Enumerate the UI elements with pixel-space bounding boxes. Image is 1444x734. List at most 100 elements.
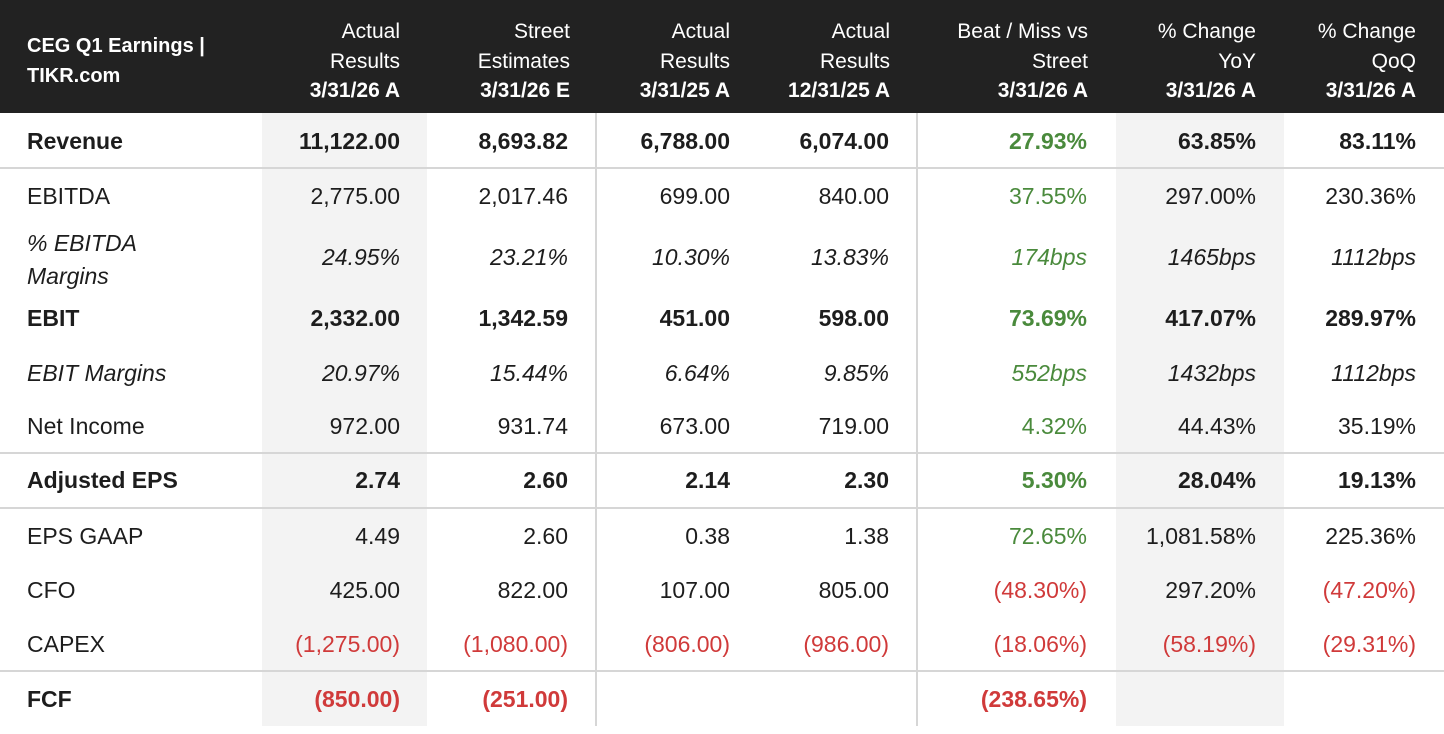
table-cell: 37.55% — [1008, 183, 1087, 209]
column-header-change-qoq: % Change QoQ 3/31/26 A — [1318, 17, 1416, 106]
table-cell: 1,081.58% — [1146, 523, 1256, 549]
table-cell: 552bps — [1011, 360, 1087, 386]
table-cell: 63.85% — [1177, 128, 1256, 154]
table-cell: 2.60 — [523, 523, 568, 549]
title-line-2: TIKR.com — [27, 65, 121, 87]
table-cell: (251.00) — [482, 686, 568, 712]
header-date: 3/31/26 A — [309, 79, 400, 102]
table-cell: 5.30% — [1021, 467, 1087, 493]
table-cell: 230.36% — [1325, 183, 1416, 209]
table-cell: 673.00 — [659, 413, 730, 439]
table-title: CEG Q1 Earnings | TIKR.com — [27, 31, 205, 91]
table-cell: 2.74 — [355, 467, 400, 493]
table-cell: 15.44% — [489, 360, 568, 386]
column-header-street-estimate: Street Estimates 3/31/26 E — [478, 17, 570, 106]
row-label: Net Income — [27, 413, 145, 439]
yoy-column-shade — [1116, 113, 1284, 726]
header-date: 3/31/26 A — [997, 79, 1088, 102]
header-line: Results — [659, 49, 730, 73]
table-cell: 1465bps — [1167, 244, 1256, 270]
table-cell: 699.00 — [659, 183, 730, 209]
table-cell: 0.38 — [685, 523, 730, 549]
table-cell: 289.97% — [1325, 305, 1416, 331]
table-cell: (29.31%) — [1322, 631, 1416, 657]
row-label-line: Margins — [27, 263, 109, 289]
table-cell: 931.74 — [497, 413, 568, 439]
table-cell: (1,275.00) — [295, 631, 400, 657]
header-date: 3/31/26 A — [1325, 79, 1416, 102]
table-cell: 2.14 — [685, 467, 730, 493]
table-cell: 297.00% — [1165, 183, 1256, 209]
table-cell: 20.97% — [321, 360, 400, 386]
table-cell: 107.00 — [659, 577, 730, 603]
table-cell: 2,017.46 — [478, 183, 568, 209]
table-cell: 23.21% — [489, 244, 568, 270]
table-cell: 13.83% — [810, 244, 889, 270]
row-label: FCF — [27, 686, 72, 712]
table-cell: 451.00 — [659, 305, 730, 331]
table-cell: 4.49 — [355, 523, 400, 549]
table-cell: 2.30 — [844, 467, 889, 493]
table-cell: (1,080.00) — [463, 631, 568, 657]
header-line: Street — [513, 20, 570, 43]
header-line: Results — [819, 49, 890, 73]
table-cell: 83.11% — [1339, 128, 1416, 154]
row-label: Adjusted EPS — [27, 467, 178, 493]
table-cell: (48.30%) — [993, 577, 1087, 603]
table-cell: 1.38 — [844, 523, 889, 549]
column-header-actual-q1-26: Actual Results 3/31/26 A — [310, 17, 400, 106]
header-line: Actual — [671, 20, 730, 43]
title-line-1: CEG Q1 Earnings | — [27, 35, 205, 57]
table-cell: 1112bps — [1331, 360, 1416, 386]
row-label: CAPEX — [27, 631, 105, 657]
row-label: CFO — [27, 577, 76, 603]
table-cell: 822.00 — [497, 577, 568, 603]
table-cell: (18.06%) — [993, 631, 1087, 657]
row-label: Revenue — [27, 128, 123, 154]
column-header-change-yoy: % Change YoY 3/31/26 A — [1158, 17, 1256, 106]
table-cell: 19.13% — [1337, 467, 1416, 493]
row-label: EBIT Margins — [27, 360, 167, 386]
header-line: Estimates — [477, 49, 570, 73]
header-line: Beat / Miss vs — [957, 20, 1088, 43]
header-line: % Change — [1317, 20, 1416, 43]
table-cell: 840.00 — [818, 183, 889, 209]
table-cell: 9.85% — [823, 360, 889, 386]
row-label: EBIT — [27, 305, 80, 331]
header-line: Actual — [831, 20, 890, 43]
table-cell: 6.64% — [664, 360, 730, 386]
table-cell: 11,122.00 — [298, 128, 400, 154]
table-cell: 6,788.00 — [640, 128, 730, 154]
table-cell: 2.60 — [523, 467, 568, 493]
row-label: % EBITDA Margins — [27, 227, 137, 293]
table-cell: 225.36% — [1325, 523, 1416, 549]
table-cell: 2,332.00 — [310, 305, 400, 331]
table-cell: 805.00 — [818, 577, 889, 603]
row-label: EBITDA — [27, 183, 111, 209]
header-line: % Change — [1157, 20, 1256, 43]
table-cell: 24.95% — [321, 244, 400, 270]
header-line: QoQ — [1371, 49, 1416, 73]
table-cell: 28.04% — [1177, 467, 1256, 493]
header-date: 3/31/26 A — [1165, 79, 1256, 102]
header-date: 12/31/25 A — [788, 79, 890, 102]
table-cell: (806.00) — [644, 631, 730, 657]
row-divider — [0, 507, 1444, 509]
header-line: Street — [1031, 49, 1088, 73]
row-divider — [0, 167, 1444, 169]
table-cell: 10.30% — [651, 244, 730, 270]
row-label-line: % EBITDA — [27, 230, 137, 256]
table-cell: (986.00) — [803, 631, 889, 657]
table-cell: 44.43% — [1177, 413, 1256, 439]
row-divider — [0, 452, 1444, 454]
header-date: 3/31/25 A — [639, 79, 730, 102]
table-cell: 4.32% — [1021, 413, 1087, 439]
table-cell: (850.00) — [314, 686, 400, 712]
header-line: Actual — [341, 20, 400, 43]
table-cell: 719.00 — [818, 413, 889, 439]
row-divider — [0, 670, 1444, 672]
table-cell: 27.93% — [1008, 128, 1087, 154]
table-cell: 174bps — [1011, 244, 1087, 270]
table-cell: 35.19% — [1337, 413, 1416, 439]
